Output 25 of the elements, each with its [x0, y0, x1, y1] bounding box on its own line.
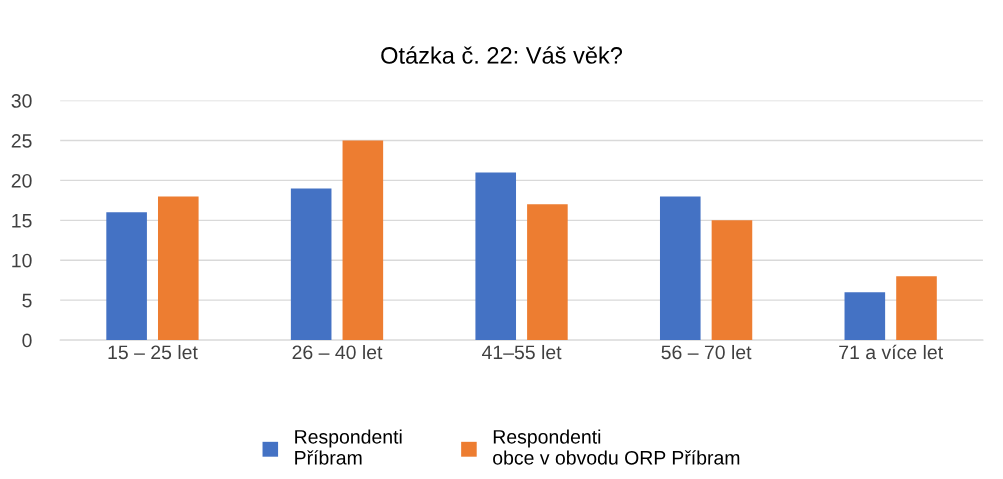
x-tick-label: 41–55 let — [482, 344, 562, 360]
x-tick-label: 26 – 40 let — [292, 344, 383, 360]
bar — [659, 196, 701, 341]
bar — [896, 276, 937, 341]
bar — [844, 292, 886, 341]
x-tick-label: 56 – 70 let — [661, 344, 752, 360]
bar — [290, 188, 332, 341]
legend-label: Respondenti Příbram — [295, 429, 402, 465]
bar — [342, 140, 384, 341]
y-tick-label: 15 — [12, 214, 32, 228]
bar — [157, 196, 199, 341]
legend-label: Respondenti obce v obvodu ORP Příbram — [493, 429, 740, 465]
bar — [527, 204, 568, 341]
chart-title: Otázka č. 22: Váš věk? — [381, 46, 623, 64]
x-tick-label: 71 a více let — [839, 344, 943, 360]
y-tick-label: 0 — [22, 333, 32, 348]
bar — [711, 220, 753, 341]
x-tick-label: 15 – 25 let — [108, 344, 198, 360]
y-tick-label: 5 — [22, 293, 32, 308]
y-tick-label: 20 — [11, 173, 32, 188]
y-tick-label: 10 — [12, 253, 32, 268]
y-tick-label: 30 — [11, 94, 32, 108]
bar — [475, 172, 517, 341]
y-tick-label: 25 — [11, 133, 32, 148]
bar — [106, 212, 147, 341]
